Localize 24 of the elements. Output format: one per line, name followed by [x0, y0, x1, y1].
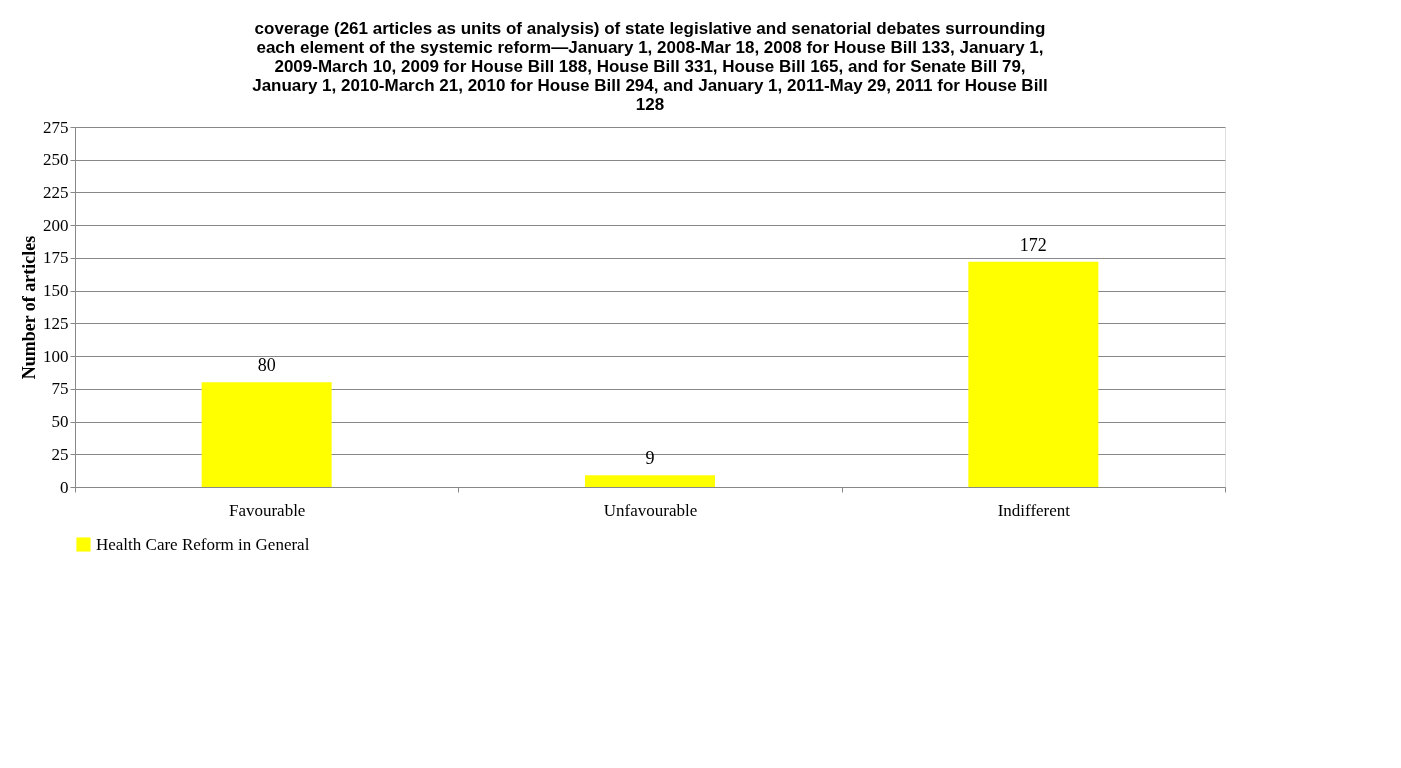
y-tick-label: 100	[43, 346, 69, 366]
data-label: 80	[257, 355, 276, 376]
x-tick-label: Unfavourable	[603, 500, 698, 520]
y-tick-label: 275	[43, 117, 69, 137]
y-tick-label: 25	[51, 444, 69, 464]
y-tick-label: 250	[43, 150, 69, 170]
data-label: 9	[645, 448, 655, 469]
y-tick-label: 50	[51, 412, 69, 432]
y-tick-label: 150	[43, 281, 69, 301]
y-tick-label: 125	[43, 313, 69, 333]
y-tick-label: 175	[43, 248, 69, 268]
y-tick-label: 0	[60, 477, 69, 497]
chart-title: coverage (261 articles as units of analysis) of state legislative and senatorial debates surrounding each element of the systemic reform—January 1, 2008-Mar 18, 2008 for House Bill 133, January 1, 2009-March 10, 2009 for House Bill 188, House Bill 331, House Bill 165, and for Senate Bill 79, January 1, 2010-March 21, 2010 for House Bill 294, and January 1, 2011-May 29, 2011 for House Bill 128	[252, 19, 1048, 114]
bar	[201, 382, 332, 487]
legend-label: Health Care Reform in General	[96, 534, 310, 554]
y-axis-title: Number of articles	[19, 235, 39, 380]
x-tick-label: Favourable	[228, 500, 306, 520]
y-tick-label: 75	[51, 379, 69, 399]
bar	[968, 261, 1099, 487]
x-tick-label: Indifferent	[997, 500, 1071, 520]
y-tick-label: 200	[43, 215, 69, 235]
bar	[585, 475, 715, 487]
data-label: 172	[1019, 234, 1047, 255]
y-tick-label: 225	[43, 182, 69, 202]
